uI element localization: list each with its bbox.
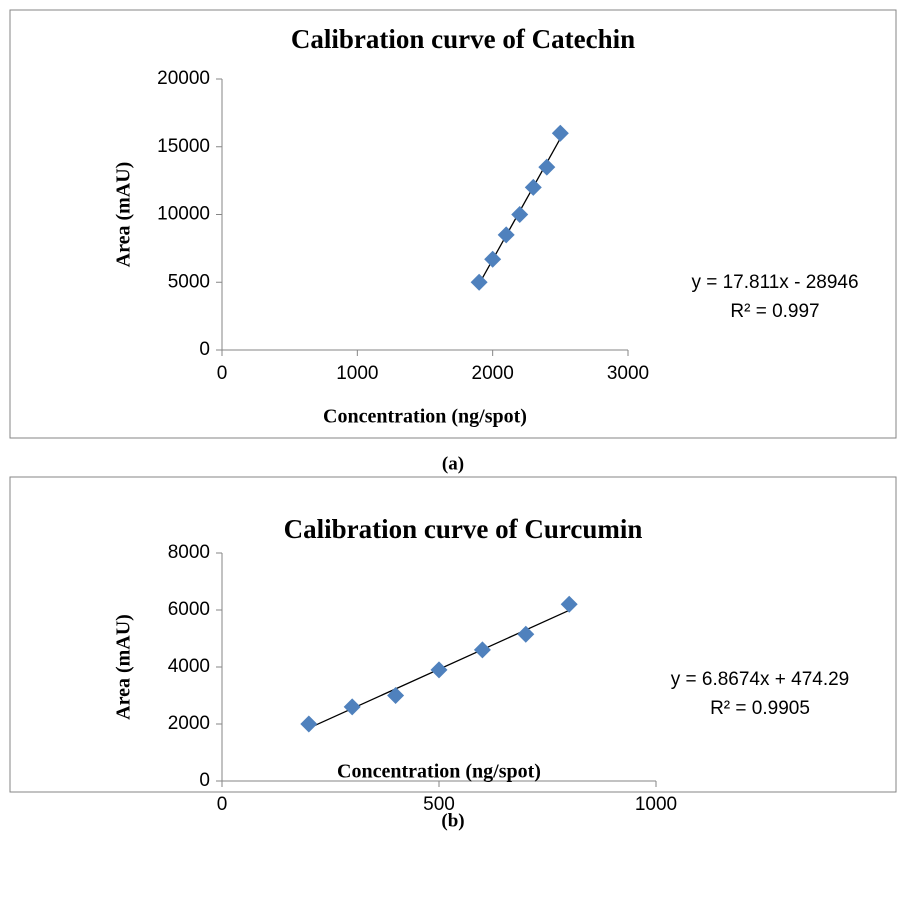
point bbox=[511, 206, 529, 223]
x-tick-label: 0 bbox=[217, 363, 228, 384]
y-tick-label: 0 bbox=[199, 339, 210, 360]
point bbox=[538, 158, 556, 176]
chart-border bbox=[9, 9, 897, 439]
point bbox=[430, 661, 448, 679]
x-tick-label: 3000 bbox=[607, 363, 649, 384]
point bbox=[300, 715, 318, 733]
point bbox=[470, 273, 488, 291]
chart-title: Calibration curve of Catechin bbox=[291, 24, 635, 54]
y-axis-label: Area (mAU) bbox=[113, 614, 135, 720]
point bbox=[387, 687, 405, 704]
y-tick-label: 2000 bbox=[168, 713, 210, 734]
y-tick-label: 5000 bbox=[168, 271, 210, 292]
x-axis-label: Concentration (ng/spot) bbox=[337, 761, 541, 783]
x-tick-label: 2000 bbox=[472, 363, 514, 384]
point bbox=[473, 641, 491, 659]
point bbox=[524, 178, 542, 196]
y-tick-label: 6000 bbox=[168, 599, 210, 620]
point bbox=[551, 124, 569, 142]
point bbox=[484, 250, 502, 268]
y-tick-label: 0 bbox=[199, 770, 210, 791]
point bbox=[560, 595, 578, 613]
point bbox=[517, 625, 535, 643]
x-tick-label: 1000 bbox=[635, 794, 677, 815]
trendline-equation: y = 6.8674x + 474.29 bbox=[671, 669, 850, 690]
y-tick-label: 8000 bbox=[168, 542, 210, 563]
x-tick-label: 0 bbox=[217, 794, 228, 815]
chart-border bbox=[9, 476, 897, 793]
trendline-equation: y = 17.811x - 28946 bbox=[691, 272, 858, 293]
y-tick-label: 15000 bbox=[157, 136, 210, 157]
caption: (a) bbox=[442, 453, 464, 474]
y-axis-label: Area (mAU) bbox=[113, 162, 135, 268]
x-tick-label: 1000 bbox=[336, 363, 378, 384]
chart-title: Calibration curve of Curcumin bbox=[284, 514, 643, 544]
y-tick-label: 4000 bbox=[168, 656, 210, 677]
y-tick-label: 20000 bbox=[157, 68, 210, 89]
x-tick-label: 500 bbox=[423, 794, 455, 815]
trendline-r2: R² = 0.997 bbox=[730, 301, 819, 322]
point bbox=[497, 226, 515, 244]
y-tick-label: 10000 bbox=[157, 204, 210, 225]
point bbox=[343, 698, 361, 716]
caption: (b) bbox=[441, 810, 464, 831]
trendline-r2: R² = 0.9905 bbox=[710, 698, 810, 719]
x-axis-label: Concentration (ng/spot) bbox=[323, 406, 527, 428]
